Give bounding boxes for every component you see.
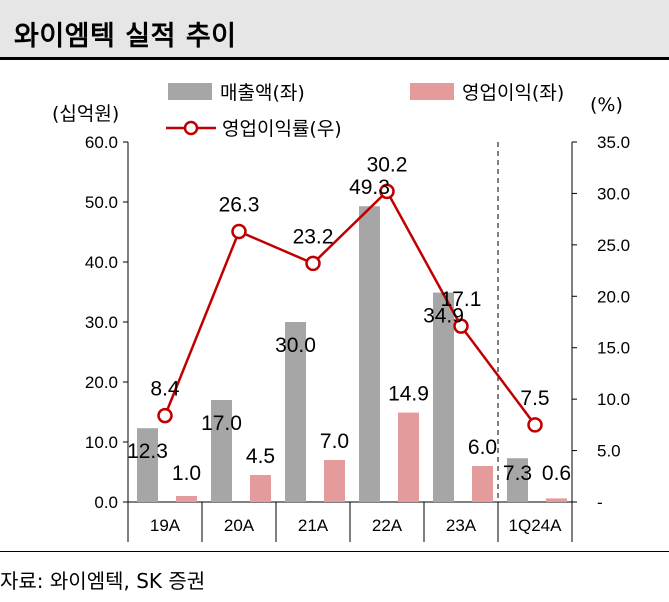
margin-line xyxy=(163,189,537,426)
revenue-bar xyxy=(137,428,158,502)
legend-swatch-margin-marker xyxy=(183,120,199,136)
left-axis-unit: (십억원) xyxy=(52,103,119,125)
right-tick-label: 30.0 xyxy=(597,184,630,203)
line-series xyxy=(157,183,543,433)
source-divider xyxy=(0,551,669,552)
margin-point xyxy=(305,255,321,272)
legend: 매출액(좌) 영업이익(좌) 영업이익률(우) xyxy=(166,82,564,140)
operating-profit-bar xyxy=(324,460,345,502)
margin-label: 23.2 xyxy=(293,225,334,248)
margin-label: 17.1 xyxy=(441,288,482,311)
margin-point xyxy=(527,417,543,433)
margin-point xyxy=(231,223,247,240)
revenue-label: 7.3 xyxy=(503,462,532,485)
operating-profit-bar xyxy=(546,498,567,502)
left-tick-label: 10.0 xyxy=(85,433,118,452)
margin-label: 26.3 xyxy=(219,193,260,216)
right-tick-label: 10.0 xyxy=(597,390,630,409)
axes: (십억원) (%) 0.0 10.0 20.0 30.0 40.0 50.0 60.0 - 5.0 1… xyxy=(52,94,630,542)
operating-profit-label: 4.5 xyxy=(246,445,275,468)
data-labels: 12.31.0 8.4 17.04.5 26.3 30.0 7.0 23.2 49.3 14.9… xyxy=(127,153,571,485)
revenue-bar xyxy=(507,458,528,502)
x-tick-label: 23A xyxy=(446,516,477,535)
operating-profit-bar xyxy=(250,475,271,502)
x-tick-label: 19A xyxy=(150,516,181,535)
x-tick-label: 22A xyxy=(372,516,403,535)
revenue-bar xyxy=(433,292,454,502)
page-title: 와이엠텍 실적 추이 xyxy=(14,21,237,52)
margin-label: 30.2 xyxy=(367,153,408,176)
revenue-bar xyxy=(359,206,380,502)
left-tick-label: 40.0 xyxy=(85,253,118,272)
margin-point xyxy=(379,183,395,200)
legend-label-revenue: 매출액(좌) xyxy=(220,82,305,104)
right-tick-label: 20.0 xyxy=(597,287,630,306)
bars xyxy=(137,206,567,502)
operating-profit-bar xyxy=(472,466,493,502)
legend-swatch-operating-profit xyxy=(410,83,454,100)
right-tick-label: 35.0 xyxy=(597,133,630,152)
revenue-label: 12.3 xyxy=(127,440,168,463)
left-tick-label: 30.0 xyxy=(85,313,118,332)
margin-point xyxy=(157,407,173,424)
x-tick-label: 1Q24A xyxy=(509,516,563,535)
x-tick-label: 20A xyxy=(224,516,255,535)
operating-profit-label: 7.0 xyxy=(320,430,349,453)
left-tick-label: 50.0 xyxy=(85,193,118,212)
operating-profit-label: 6.0 xyxy=(468,436,497,459)
margin-label: 7.5 xyxy=(520,387,549,410)
left-tick-label: 20.0 xyxy=(85,373,118,392)
chart: 매출액(좌) 영업이익(좌) 영업이익률(우) (십억원) (%) 0.0 10.0 20.… xyxy=(52,82,630,542)
right-axis-unit: (%) xyxy=(590,94,623,116)
margin-label: 8.4 xyxy=(150,378,180,401)
source-note: 자료: 와이엠텍, SK 증권 xyxy=(0,569,206,593)
operating-profit-label: 0.6 xyxy=(542,462,571,485)
legend-label-operating-profit: 영업이익(좌) xyxy=(462,82,564,104)
left-tick-label: 60.0 xyxy=(85,133,118,152)
right-tick-label: 25.0 xyxy=(597,236,630,255)
revenue-label: 49.3 xyxy=(349,176,390,199)
left-tick-label: 0.0 xyxy=(94,493,118,512)
operating-profit-label: 14.9 xyxy=(388,383,429,406)
margin-point xyxy=(453,318,469,334)
revenue-label: 34.9 xyxy=(423,305,464,328)
right-tick-label: 5.0 xyxy=(597,442,621,461)
right-tick-label: 15.0 xyxy=(597,339,630,358)
revenue-bar xyxy=(211,400,232,502)
right-tick-label: - xyxy=(597,493,603,512)
x-tick-label: 21A xyxy=(298,516,329,535)
revenue-label: 30.0 xyxy=(275,334,316,357)
operating-profit-label: 1.0 xyxy=(172,462,201,485)
operating-profit-bar xyxy=(176,496,197,502)
revenue-label: 17.0 xyxy=(201,412,242,435)
revenue-bar xyxy=(285,322,306,502)
legend-label-margin: 영업이익률(우) xyxy=(222,118,342,140)
title-bar: 와이엠텍 실적 추이 xyxy=(0,0,669,60)
legend-swatch-revenue xyxy=(168,83,212,100)
operating-profit-bar xyxy=(398,412,419,502)
